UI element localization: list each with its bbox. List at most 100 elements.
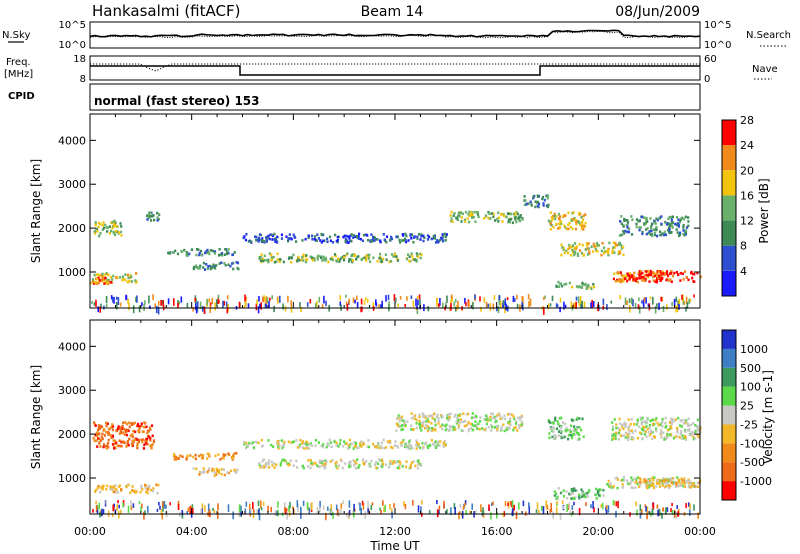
power-band-cell — [352, 259, 355, 262]
power-band-cell — [627, 227, 631, 230]
velocity-speckle — [302, 500, 305, 506]
velocity-band-cell — [222, 457, 225, 460]
velocity-band-cell — [389, 439, 392, 443]
velocity-band-cell — [107, 438, 110, 442]
velocity-band-cell — [212, 468, 215, 472]
velocity-band-cell — [120, 444, 123, 448]
velocity-speckle — [310, 503, 312, 510]
power-band-cell — [554, 217, 557, 221]
velocity-band-cell — [642, 425, 645, 429]
velocity-band-cell — [135, 490, 138, 493]
velocity-band-cell — [678, 436, 681, 439]
velocity-band-cell — [136, 442, 139, 445]
power-speckle — [507, 305, 509, 312]
power-speckle — [689, 298, 692, 303]
power-speckle — [578, 303, 581, 307]
power-band-cell — [637, 272, 640, 276]
velocity-band-cell — [401, 428, 405, 431]
velocity-band-cell — [560, 435, 563, 438]
velocity-speckle — [513, 504, 515, 511]
power-band-cell — [655, 273, 658, 276]
power-band-cell — [101, 272, 104, 276]
power-band-cell — [649, 270, 652, 274]
velocity-band-cell — [611, 438, 614, 441]
power-band-cell — [121, 278, 124, 282]
velocity-band-cell — [131, 442, 134, 446]
velocity-band-cell — [630, 437, 633, 441]
power-band-cell — [663, 273, 666, 276]
velocity-band-cell — [635, 478, 638, 481]
power-band-cell — [574, 247, 577, 251]
velocity-band-cell — [671, 477, 674, 480]
power-speckle — [112, 296, 114, 303]
power-band-cell — [329, 257, 332, 261]
time-tick-label: 16:00 — [481, 525, 513, 538]
velocity-band-cell — [378, 458, 381, 461]
velocity-band-cell — [686, 422, 689, 425]
power-band-cell — [567, 247, 570, 251]
velocity-band-cell — [566, 496, 569, 500]
power-band-cell — [396, 235, 399, 239]
velocity-band-cell — [561, 421, 564, 424]
velocity-band-cell — [472, 416, 475, 419]
power-speckle — [451, 296, 453, 302]
power-band-cell — [558, 222, 561, 226]
velocity-band-cell — [638, 476, 641, 480]
power-band-cell — [395, 235, 398, 239]
power-band-cell — [220, 261, 223, 264]
power-band-cell — [409, 233, 412, 236]
power-speckle — [480, 306, 482, 312]
power-band-cell — [356, 236, 359, 239]
power-y-tick-label: 4000 — [58, 134, 86, 147]
velocity-band-cell — [669, 478, 672, 481]
velocity-speckle — [367, 507, 369, 513]
power-band-cell — [565, 227, 568, 231]
power-band-cell — [265, 240, 268, 243]
power-band-cell — [442, 235, 445, 238]
power-speckle — [115, 296, 118, 300]
power-band-cell — [384, 253, 387, 256]
velocity-speckle — [362, 503, 365, 511]
velocity-band-cell — [636, 476, 639, 479]
velocity-band-cell — [659, 479, 662, 482]
power-band-cell — [679, 231, 682, 235]
velocity-band-cell — [200, 453, 203, 457]
power-speckle — [416, 305, 418, 310]
power-band-cell — [612, 241, 615, 244]
velocity-band-cell — [313, 461, 316, 465]
velocity-band-cell — [549, 427, 552, 431]
velocity-band-cell — [114, 484, 117, 487]
power-band-cell — [623, 217, 626, 221]
power-band-cell — [641, 278, 644, 282]
velocity-band-cell — [491, 412, 494, 416]
velocity-band-cell — [619, 434, 622, 437]
power-band-cell — [653, 228, 656, 231]
date-title: 08/Jun/2009 — [615, 4, 700, 20]
velocity-band-cell — [630, 418, 633, 421]
velocity-band-cell — [356, 446, 359, 450]
power-band-cell — [372, 236, 375, 239]
beam-title: Beam 14 — [361, 4, 424, 20]
velocity-band-cell — [403, 420, 406, 424]
power-band-cell — [119, 222, 122, 225]
velocity-band-cell — [646, 416, 649, 420]
power-band-cell — [121, 275, 124, 279]
velocity-band-cell — [450, 425, 453, 429]
velocity-band-cell — [647, 479, 650, 483]
velocity-band-cell — [398, 466, 401, 470]
power-band-cell — [519, 215, 522, 218]
velocity-speckle — [601, 502, 604, 510]
velocity-band-cell — [129, 491, 132, 494]
velocity-band-cell — [112, 445, 116, 449]
velocity-speckle — [420, 506, 422, 513]
power-band-cell — [536, 194, 539, 197]
velocity-band-cell — [119, 430, 123, 433]
power-band-cell — [388, 260, 391, 264]
velocity-band-cell — [664, 426, 667, 429]
velocity-band-cell — [292, 464, 295, 467]
velocity-speckle — [330, 504, 333, 511]
velocity-band-cell — [478, 420, 482, 423]
velocity-band-cell — [309, 466, 312, 470]
power-band-cell — [497, 216, 500, 220]
